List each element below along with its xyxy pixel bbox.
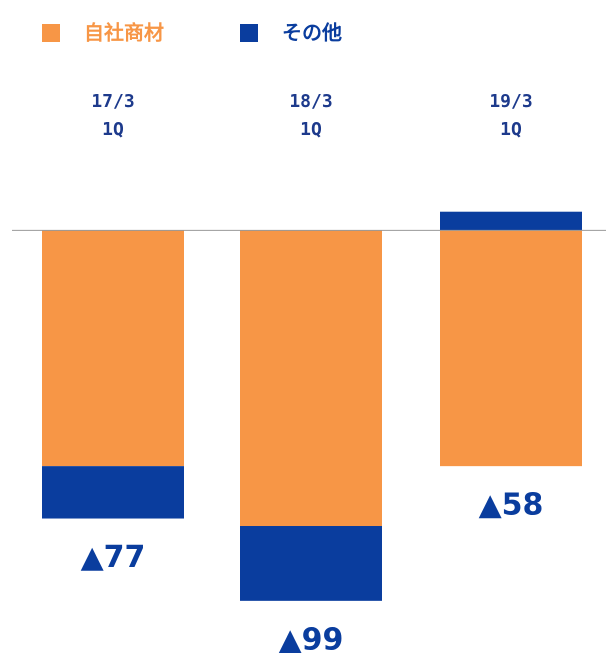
total-label: ▲58 [479, 488, 544, 523]
bar-segment [440, 230, 582, 467]
bar-segment [42, 230, 184, 467]
legend-swatch [42, 24, 60, 42]
bar-segment [240, 526, 382, 601]
x-tick-label: 18/3 1Q [289, 91, 333, 140]
x-tick-label: 19/3 1Q [489, 91, 533, 140]
total-label: ▲77 [81, 540, 146, 575]
bar-segment [440, 211, 582, 231]
legend-label: その他 [282, 21, 342, 45]
legend-label: 自社商材 [84, 21, 164, 45]
bar-segment [240, 230, 382, 527]
x-tick-label: 17/3 1Q [91, 91, 135, 140]
bar-segment [42, 466, 184, 519]
total-label: ▲99 [279, 622, 344, 653]
legend-swatch [240, 24, 258, 42]
